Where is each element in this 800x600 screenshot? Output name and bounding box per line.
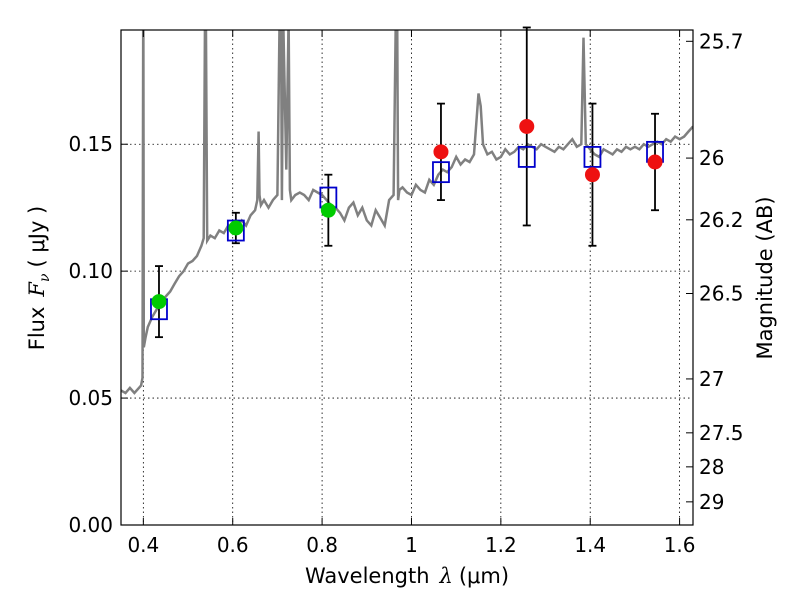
- x-tick-label: 0.6: [217, 533, 249, 557]
- y2-tick-label: 26: [699, 146, 724, 170]
- y-axis-label: FluxFν( μJy ): [25, 206, 53, 350]
- x-axis: 0.4 0.6 0.8 1 1.2 1.4 1.6: [127, 30, 696, 557]
- x-tick-label: 0.8: [306, 533, 338, 557]
- observed-point: [647, 154, 663, 170]
- model-point: [583, 146, 602, 168]
- x-tick-label: 1.2: [485, 533, 517, 557]
- y2-axis-label: Magnitude (AB): [753, 196, 777, 359]
- observed-point: [519, 118, 535, 134]
- y2-tick-label: 29: [699, 490, 724, 514]
- x-tick-label: 1.6: [664, 533, 696, 557]
- y2-tick-label: 26.2: [699, 208, 744, 232]
- y2-axis: 25.7 26 26.2 26.5 27 27.5 28 29: [686, 29, 744, 514]
- observed-point: [433, 144, 449, 160]
- model-point: [432, 161, 450, 184]
- observed-points: [151, 118, 663, 310]
- y-tick-label: 0.15: [68, 132, 113, 156]
- y2-tick-label: 27.5: [699, 421, 744, 445]
- y-tick-label: 0.10: [68, 259, 113, 283]
- observed-point: [151, 294, 167, 310]
- observed-point: [320, 202, 336, 218]
- y-tick-label: 0.00: [68, 513, 113, 537]
- model-spectrum-line: [121, 30, 693, 395]
- y2-tick-label: 26.5: [699, 281, 744, 305]
- plot-frame: [120, 29, 694, 526]
- x-axis-label: Wavelength λ (μm): [305, 564, 509, 588]
- x-tick-label: 0.4: [127, 533, 159, 557]
- x-tick-label: 1: [405, 533, 418, 557]
- observed-point: [584, 167, 600, 183]
- y2-tick-label: 28: [699, 455, 724, 479]
- model-point: [517, 146, 536, 168]
- y2-tick-label: 27: [699, 367, 724, 391]
- y-tick-label: 0.05: [68, 386, 113, 410]
- y-axis: 0.00 0.05 0.10 0.15: [68, 132, 128, 537]
- model-points: [150, 140, 664, 321]
- x-tick-label: 1.4: [574, 533, 606, 557]
- grid: [121, 30, 693, 525]
- observed-point: [228, 220, 244, 236]
- y2-tick-label: 25.7: [699, 29, 744, 53]
